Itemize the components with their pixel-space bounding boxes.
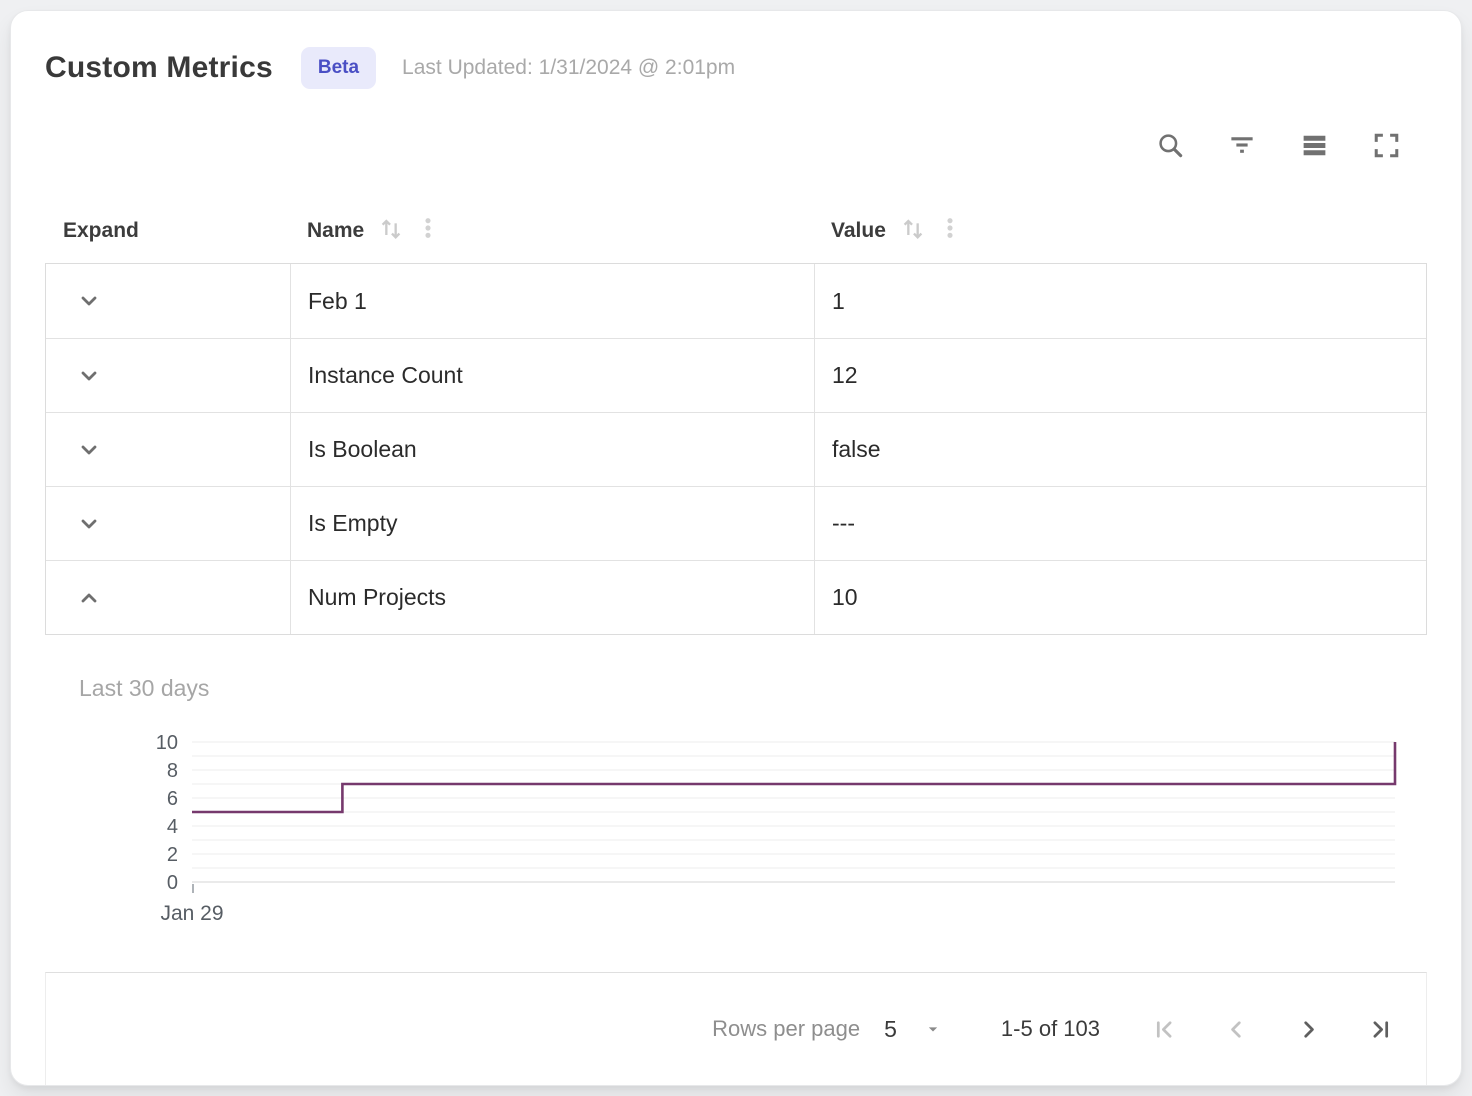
table-body: Feb 1 1 Instance Count 12: [45, 263, 1427, 635]
page-range-label: 1-5 of 103: [1000, 1016, 1100, 1041]
row-value: 12: [832, 362, 858, 388]
table-row: Num Projects 10: [46, 560, 1426, 634]
svg-text:8: 8: [167, 760, 178, 782]
column-header-value[interactable]: Value: [813, 214, 1427, 248]
chart-title: Last 30 days: [79, 675, 210, 701]
expand-cell: [46, 339, 290, 412]
column-header-expand: Expand: [45, 219, 289, 243]
name-cell: Num Projects: [290, 561, 814, 634]
row-value: 1: [832, 287, 845, 314]
svg-text:4: 4: [167, 816, 178, 838]
last-updated-text: Last Updated: 1/31/2024 @ 2:01pm: [402, 56, 736, 79]
panel-header: Custom Metrics Beta Last Updated: 1/31/2…: [45, 47, 1427, 89]
svg-text:6: 6: [167, 788, 178, 810]
expand-cell: [46, 487, 290, 560]
value-cell: false: [814, 413, 1426, 486]
beta-badge: Beta: [300, 47, 377, 89]
next-page-icon[interactable]: [1294, 1015, 1322, 1043]
expand-chevron-icon[interactable]: [76, 363, 102, 389]
name-cell: Is Empty: [290, 487, 814, 560]
column-header-label: Name: [307, 219, 365, 242]
svg-text:10: 10: [156, 732, 178, 754]
table-row: Instance Count 12: [46, 338, 1426, 412]
sort-icon[interactable]: [377, 214, 405, 248]
sort-icon[interactable]: [899, 214, 927, 248]
column-header-label: Expand: [63, 219, 139, 242]
row-name: Is Empty: [308, 510, 398, 536]
pagination-footer: Rows per page 5 1-5 of 103: [45, 972, 1427, 1085]
chart-svg: 0 2 4 6 8 10 Jan 29: [156, 732, 1397, 925]
first-page-icon[interactable]: [1150, 1015, 1178, 1043]
value-cell: 10: [814, 561, 1426, 634]
value-cell: 12: [814, 339, 1426, 412]
row-value: ---: [832, 510, 855, 536]
page-title: Custom Metrics: [45, 51, 273, 84]
fullscreen-icon[interactable]: [1371, 130, 1401, 160]
column-menu-icon[interactable]: [417, 214, 439, 248]
column-menu-icon[interactable]: [939, 214, 961, 248]
value-cell: 1: [814, 264, 1426, 338]
table-row: Is Empty ---: [46, 486, 1426, 560]
expand-chevron-icon[interactable]: [76, 437, 102, 463]
row-name: Num Projects: [308, 584, 447, 610]
svg-text:0: 0: [167, 872, 178, 894]
expand-chevron-icon[interactable]: [76, 288, 102, 314]
rows-per-page-label: Rows per page: [712, 1016, 861, 1041]
name-cell: Instance Count: [290, 339, 814, 412]
name-cell: Feb 1: [290, 264, 814, 338]
table-row: Is Boolean false: [46, 412, 1426, 486]
svg-text:Jan 29: Jan 29: [160, 902, 223, 925]
row-name: Instance Count: [308, 362, 463, 388]
rows-per-page-value[interactable]: 5: [884, 1015, 897, 1042]
table-toolbar: [45, 129, 1427, 161]
expand-cell: [46, 264, 290, 338]
svg-text:2: 2: [167, 844, 178, 866]
rows-per-page-dropdown-icon[interactable]: [923, 1019, 943, 1039]
expand-chevron-icon[interactable]: [76, 585, 102, 611]
row-name: Is Boolean: [308, 436, 417, 462]
last-page-icon[interactable]: [1366, 1015, 1394, 1043]
custom-metrics-panel: Custom Metrics Beta Last Updated: 1/31/2…: [10, 10, 1462, 1086]
row-name: Feb 1: [308, 287, 367, 314]
table-header-row: Expand Name Value: [45, 199, 1427, 263]
line-chart: 0 2 4 6 8 10 Jan 29: [107, 730, 1427, 935]
filter-icon[interactable]: [1227, 130, 1257, 160]
column-header-name[interactable]: Name: [289, 214, 813, 248]
table-row: Feb 1 1: [46, 264, 1426, 338]
row-value: 10: [832, 584, 858, 610]
expand-chevron-icon[interactable]: [76, 511, 102, 537]
chart-section: Last 30 days 0 2 4 6 8 10 Jan 29: [45, 675, 1427, 935]
name-cell: Is Boolean: [290, 413, 814, 486]
previous-page-icon[interactable]: [1222, 1015, 1250, 1043]
expand-cell: [46, 413, 290, 486]
density-icon[interactable]: [1299, 130, 1329, 160]
column-header-label: Value: [831, 219, 886, 242]
pagination-controls: [1150, 1015, 1394, 1043]
expand-cell: [46, 561, 290, 634]
row-value: false: [832, 436, 881, 462]
value-cell: ---: [814, 487, 1426, 560]
search-icon[interactable]: [1155, 130, 1185, 160]
